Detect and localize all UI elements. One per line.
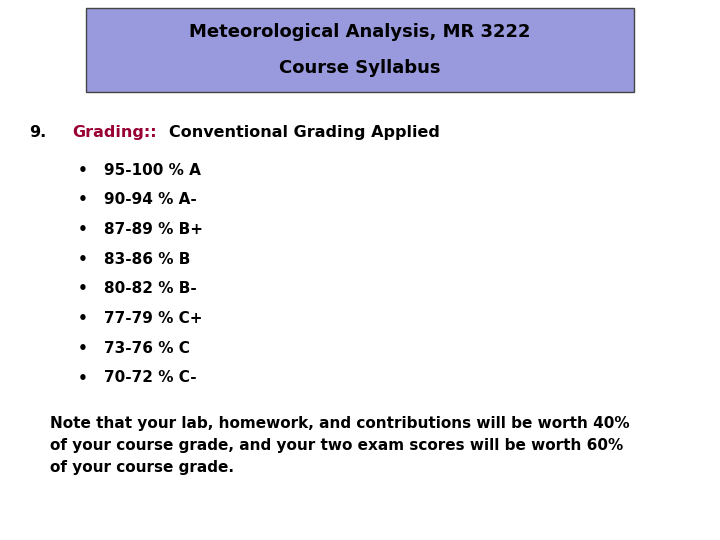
Text: •: • (78, 311, 88, 326)
Text: •: • (78, 163, 88, 178)
Text: •: • (78, 281, 88, 296)
Text: 9.: 9. (29, 125, 46, 140)
Text: •: • (78, 222, 88, 237)
Text: 77-79 % C+: 77-79 % C+ (104, 311, 203, 326)
Text: Conventional Grading Applied: Conventional Grading Applied (169, 125, 440, 140)
Text: Note that your lab, homework, and contributions will be worth 40%
of your course: Note that your lab, homework, and contri… (50, 416, 630, 475)
Text: 95-100 % A: 95-100 % A (104, 163, 202, 178)
Text: •: • (78, 341, 88, 356)
Text: 90-94 % A-: 90-94 % A- (104, 192, 197, 207)
Text: 73-76 % C: 73-76 % C (104, 341, 190, 356)
FancyBboxPatch shape (86, 8, 634, 92)
Text: 70-72 % C-: 70-72 % C- (104, 370, 197, 386)
Text: •: • (78, 192, 88, 207)
Text: 80-82 % B-: 80-82 % B- (104, 281, 197, 296)
Text: •: • (78, 252, 88, 267)
Text: Grading::: Grading:: (72, 125, 157, 140)
Text: Meteorological Analysis, MR 3222: Meteorological Analysis, MR 3222 (189, 23, 531, 41)
Text: Course Syllabus: Course Syllabus (279, 59, 441, 77)
Text: •: • (78, 370, 88, 386)
Text: 87-89 % B+: 87-89 % B+ (104, 222, 203, 237)
Text: 83-86 % B: 83-86 % B (104, 252, 191, 267)
